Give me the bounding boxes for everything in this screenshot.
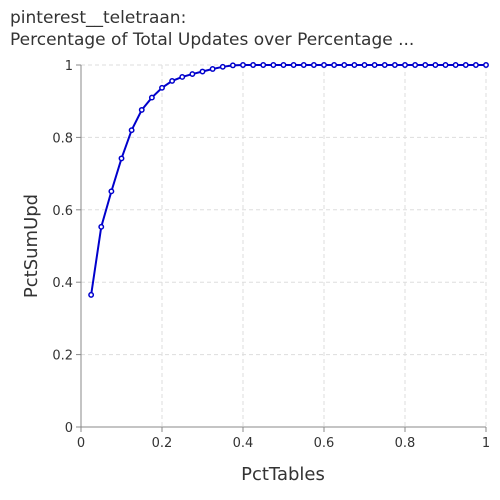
data-point: [310, 62, 317, 68]
chart-title: pinterest__teletraan:: [10, 8, 187, 28]
x-tick-label: 1: [482, 436, 490, 451]
axes: [76, 64, 487, 432]
data-series: [88, 62, 489, 298]
data-point: [422, 62, 429, 68]
data-point: [88, 291, 95, 298]
series-line: [90, 64, 486, 296]
y-tick-label: 0.4: [52, 276, 73, 291]
data-point: [138, 106, 145, 113]
chart-subtitle: Percentage of Total Updates over Percent…: [10, 30, 415, 50]
y-tick-label: 0.8: [52, 131, 73, 146]
data-point: [331, 62, 338, 68]
data-point: [341, 62, 348, 68]
data-point: [442, 62, 449, 68]
data-point: [300, 62, 307, 68]
data-point: [351, 62, 358, 68]
x-tick-label: 0: [77, 436, 85, 451]
x-tick-label: 0.2: [152, 436, 173, 451]
data-point: [361, 62, 368, 68]
grid-lines: [80, 64, 487, 428]
data-point: [321, 62, 327, 68]
data-point: [472, 62, 479, 68]
x-axis-label: PctTables: [241, 464, 325, 485]
data-point: [98, 223, 105, 230]
data-point: [432, 62, 439, 68]
data-point: [108, 188, 115, 195]
data-point: [209, 66, 216, 72]
x-tick-label: 0.6: [314, 436, 335, 451]
data-point: [219, 63, 226, 70]
y-tick-label: 1: [65, 59, 73, 74]
data-point: [229, 62, 236, 69]
data-point: [199, 68, 206, 75]
data-point: [148, 94, 155, 101]
data-point: [483, 62, 489, 68]
data-point: [371, 62, 378, 68]
data-point: [189, 71, 196, 78]
y-axis-label: PctSumUpd: [21, 194, 42, 298]
data-point: [412, 62, 419, 68]
data-point: [250, 62, 257, 68]
x-tick-label: 0.8: [395, 436, 416, 451]
data-point: [391, 62, 398, 68]
data-point: [179, 73, 186, 80]
data-point: [452, 62, 459, 68]
data-point: [128, 127, 135, 134]
y-tick-label: 0: [65, 421, 73, 436]
data-point: [402, 62, 408, 68]
data-point: [169, 77, 176, 84]
x-tick-label: 0.4: [233, 436, 254, 451]
data-point: [462, 62, 469, 68]
data-point: [159, 84, 165, 91]
data-point: [240, 62, 246, 68]
data-point: [260, 62, 267, 68]
tick-labels: 0 0.2 0.4 0.6 0.8 1 0 0.2 0.4 0.6 0.8 1: [52, 59, 490, 451]
data-point: [280, 62, 287, 68]
data-point: [118, 155, 125, 162]
data-point: [290, 62, 297, 68]
y-tick-label: 0.6: [52, 204, 73, 219]
data-point: [270, 62, 277, 68]
chart-title-block: pinterest__teletraan: Percentage of Tota…: [10, 7, 414, 51]
y-tick-label: 0.2: [52, 349, 73, 364]
data-point: [381, 62, 388, 68]
